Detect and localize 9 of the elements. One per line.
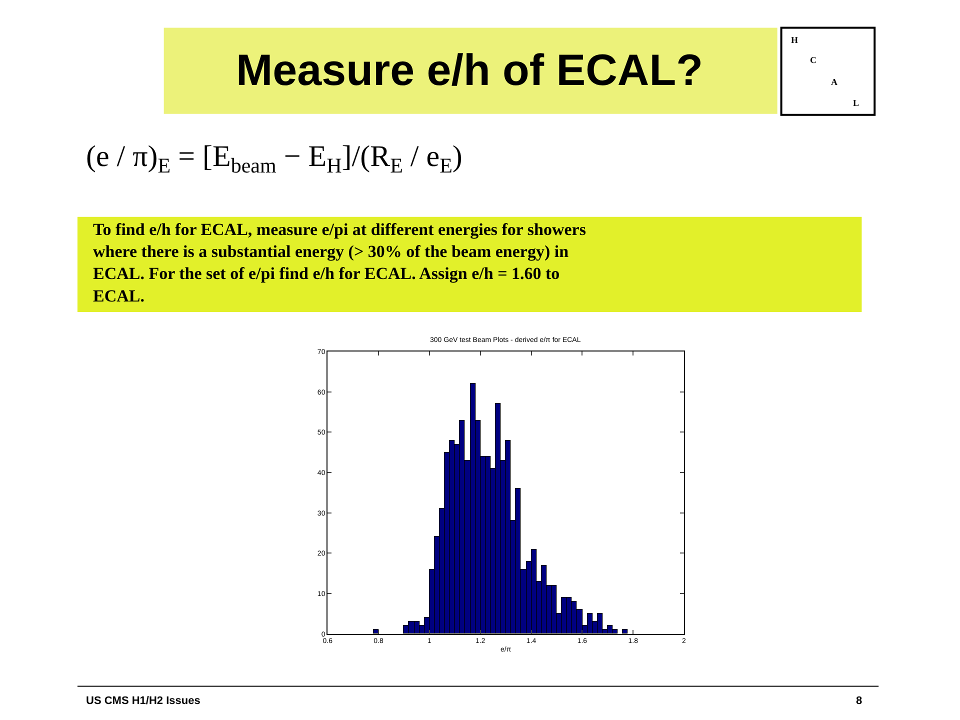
text: To find e/h for ECAL, measure e/pi at different energies for showers where there is a substantial energy (> 30% of the beam energy) in ECAL. For the set of e/pi find e/h for ECAL. Assign e/h = 1.60 to ECAL. — [93, 220, 586, 306]
text: L — [853, 98, 860, 108]
text: C — [810, 55, 816, 65]
text: (e / π)$_{E}$ = [E$_{beam}$ − E$_{H}$]/(R$_{E}$ / e$_{E}$) — [86, 140, 462, 178]
chart-title: Measure e/h of ECAL? — [236, 46, 703, 95]
text: A — [831, 77, 838, 87]
text: US CMS H1/H2 Issues — [86, 695, 200, 707]
text: H — [791, 35, 798, 45]
text: 8 — [856, 695, 862, 707]
